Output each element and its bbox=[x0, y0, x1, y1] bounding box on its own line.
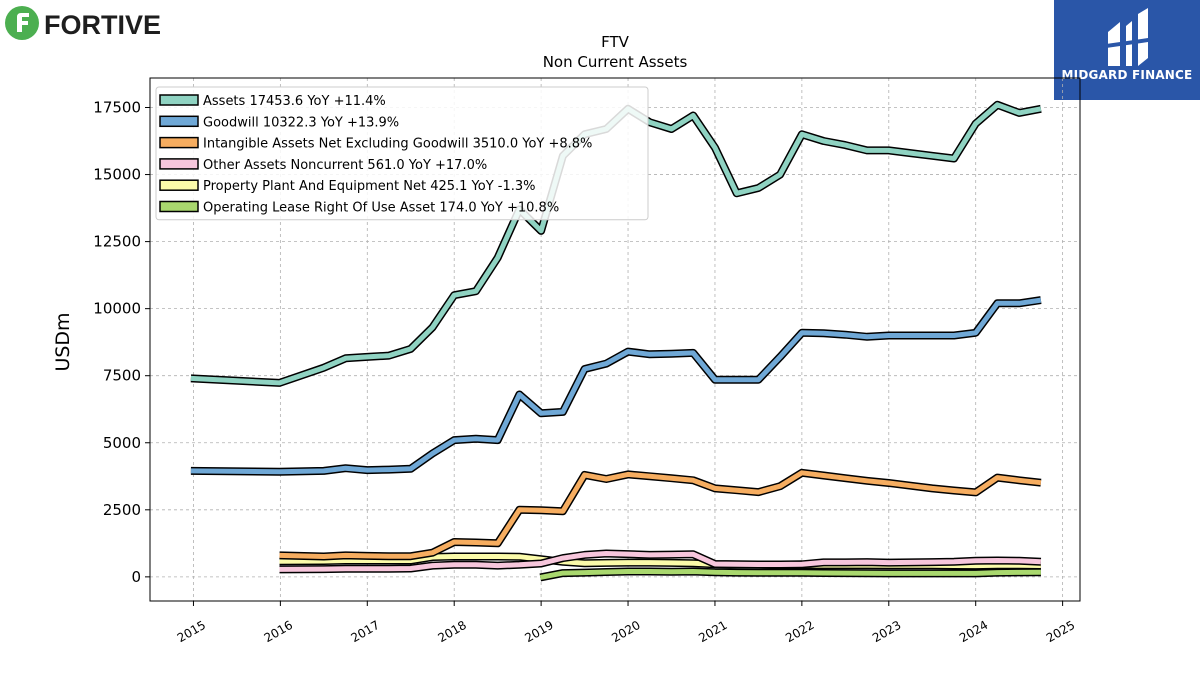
series-operating-lease-right-of-use-asset bbox=[539, 567, 1041, 582]
fortive-logo-text: FORTIVE bbox=[44, 10, 161, 40]
y-tick-label: 10000 bbox=[93, 300, 141, 318]
series-line bbox=[539, 569, 1041, 580]
legend-label: Intangible Assets Net Excluding Goodwill… bbox=[203, 137, 592, 152]
series-lines bbox=[190, 100, 1042, 582]
series-line bbox=[279, 551, 1042, 572]
series-assets bbox=[190, 100, 1042, 387]
fortive-logo: FORTIVE bbox=[4, 4, 194, 44]
y-axis-ticks: 0 2500 5000 7500 10000 12500 15000 17500 bbox=[93, 99, 150, 586]
x-tick-label: 2016 bbox=[262, 618, 295, 645]
x-tick-label: 2019 bbox=[522, 618, 555, 645]
x-tick-label: 2015 bbox=[175, 618, 208, 645]
legend-label: Property Plant And Equipment Net 425.1 Y… bbox=[203, 179, 536, 194]
legend-swatch bbox=[159, 179, 199, 191]
midgard-finance-logo: MIDGARD FINANCE bbox=[1054, 0, 1200, 100]
legend-entry: Intangible Assets Net Excluding Goodwill… bbox=[159, 136, 592, 152]
y-axis-label: USDm bbox=[52, 312, 74, 371]
legend-entry: Operating Lease Right Of Use Asset 174.0… bbox=[159, 200, 559, 216]
x-tick-label: 2018 bbox=[435, 618, 468, 645]
legend-swatch bbox=[159, 136, 199, 149]
legend-swatch bbox=[159, 94, 199, 106]
y-tick-label: 17500 bbox=[93, 99, 141, 117]
y-tick-label: 2500 bbox=[103, 501, 141, 519]
series-goodwill bbox=[190, 296, 1042, 476]
x-tick-label: 2024 bbox=[957, 618, 990, 645]
legend-label: Assets 17453.6 YoY +11.4% bbox=[203, 94, 386, 109]
series-intangible-assets-net-excluding-goodwill bbox=[279, 468, 1042, 561]
chart-title: FTV bbox=[601, 33, 630, 51]
legend-entry: Other Assets Noncurrent 561.0 YoY +17.0% bbox=[159, 158, 487, 173]
legend-entry: Property Plant And Equipment Net 425.1 Y… bbox=[159, 179, 536, 194]
y-tick-label: 7500 bbox=[103, 367, 141, 385]
midgard-logo-mark bbox=[1106, 8, 1148, 66]
series-line bbox=[190, 297, 1042, 475]
x-tick-label: 2022 bbox=[783, 618, 816, 645]
x-tick-label: 2021 bbox=[696, 618, 729, 645]
legend-label: Goodwill 10322.3 YoY +13.9% bbox=[203, 115, 399, 130]
y-tick-label: 15000 bbox=[93, 166, 141, 184]
legend-label: Operating Lease Right Of Use Asset 174.0… bbox=[203, 201, 559, 216]
series-line bbox=[279, 470, 1042, 559]
y-tick-label: 12500 bbox=[93, 233, 141, 251]
legend-box bbox=[155, 86, 649, 221]
legend-swatch bbox=[159, 115, 199, 128]
chart-subtitle: Non Current Assets bbox=[543, 53, 688, 71]
series-other-assets-noncurrent bbox=[279, 549, 1042, 574]
legend-entry: Assets 17453.6 YoY +11.4% bbox=[159, 94, 386, 109]
midgard-logo-text: MIDGARD FINANCE bbox=[1061, 68, 1193, 82]
legend-swatch bbox=[159, 200, 199, 213]
series-line bbox=[190, 102, 1042, 386]
y-tick-label: 0 bbox=[131, 568, 141, 586]
legend-entry: Goodwill 10322.3 YoY +13.9% bbox=[159, 115, 399, 130]
series-outline bbox=[190, 296, 1042, 476]
x-axis-ticks: 2015 2016 2017 2018 2019 2020 2021 2022 2023 2024… bbox=[175, 601, 1077, 645]
legend-swatch bbox=[159, 158, 199, 170]
legend: Assets 17453.6 YoY +11.4% Goodwill 10322.… bbox=[155, 86, 649, 221]
x-tick-label: 2020 bbox=[609, 618, 642, 645]
x-tick-label: 2023 bbox=[870, 618, 903, 645]
x-tick-label: 2017 bbox=[349, 618, 382, 645]
x-tick-label: 2025 bbox=[1044, 618, 1077, 645]
y-tick-label: 5000 bbox=[103, 434, 141, 452]
legend-label: Other Assets Noncurrent 561.0 YoY +17.0% bbox=[203, 158, 487, 173]
plot-frame bbox=[149, 77, 1081, 602]
